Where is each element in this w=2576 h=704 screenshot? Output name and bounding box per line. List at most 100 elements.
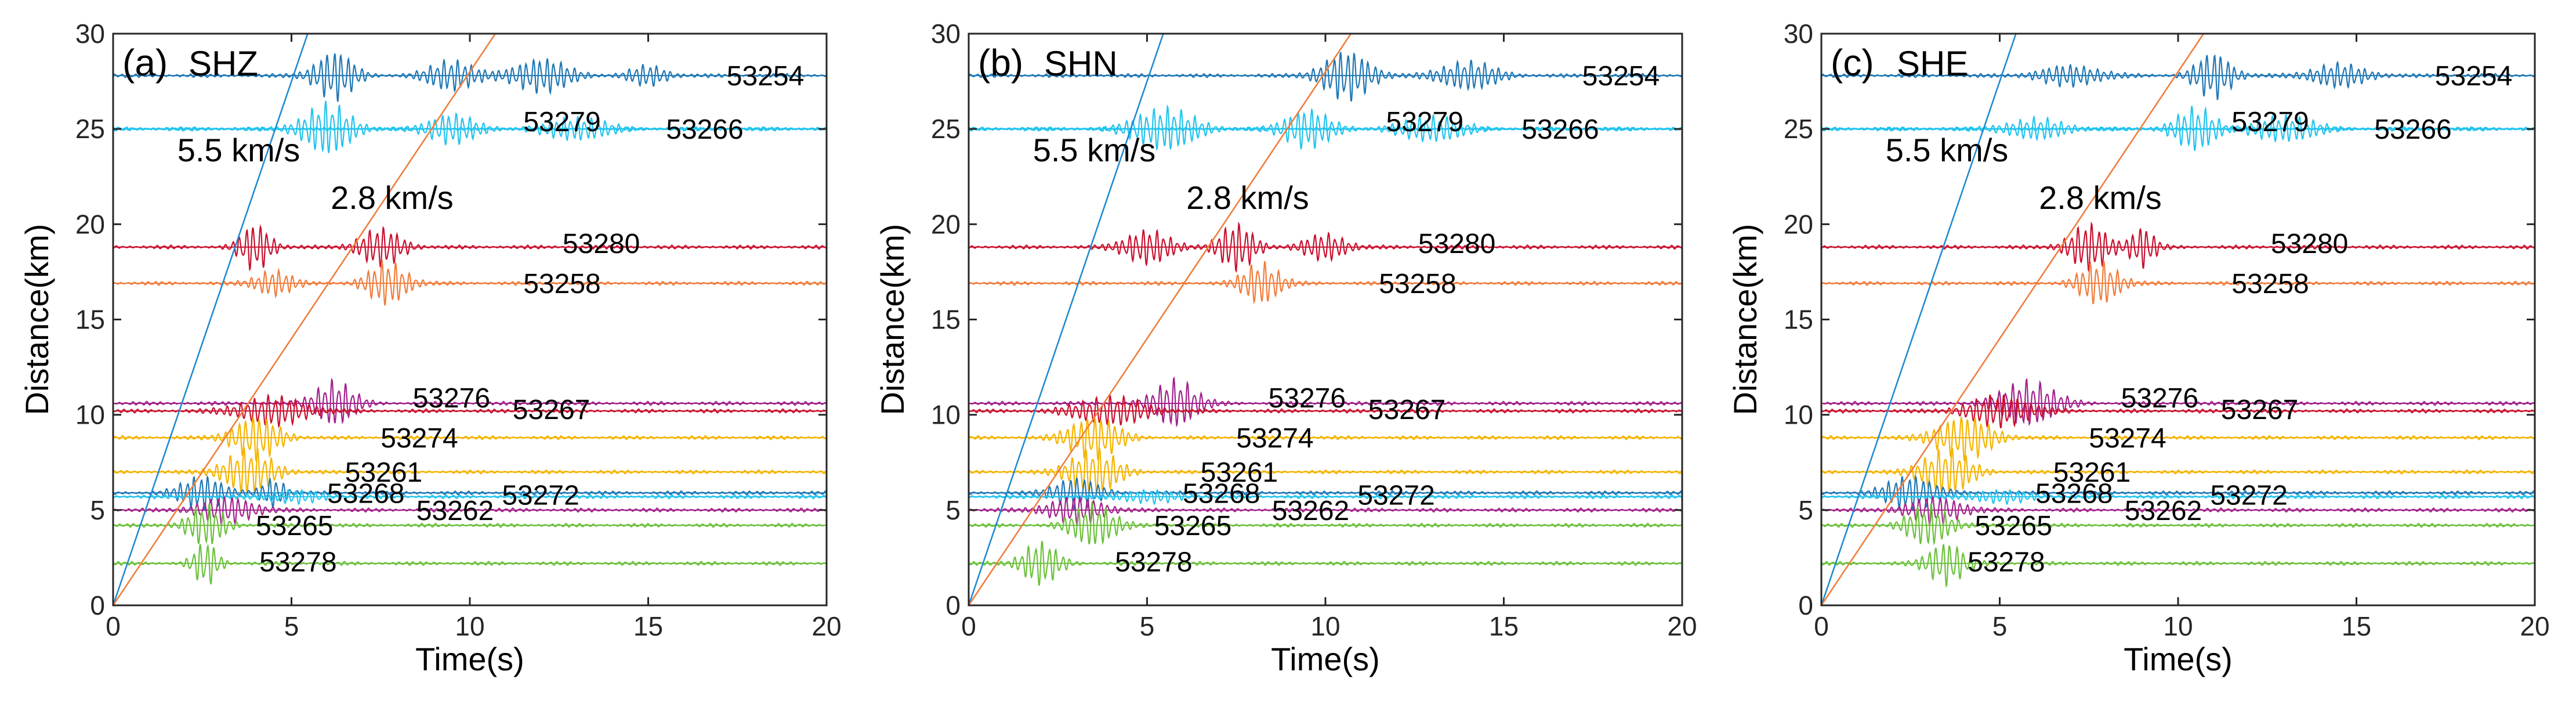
component-label: SHZ (189, 44, 258, 83)
velocity-line-s (113, 34, 497, 605)
x-tick-label: 5 (1140, 611, 1155, 641)
station-label: 53265 (1974, 511, 2052, 541)
station-label: 53266 (2374, 114, 2451, 145)
y-tick-label: 30 (1784, 19, 1813, 49)
velocity-label: 5.5 km/s (1886, 132, 2009, 168)
trace-53258 (969, 261, 1682, 305)
panel-shn: 53254 53279 53266 53280 53258 53276 53267 53274… (874, 19, 1697, 677)
y-axis-title: Distance(km) (1727, 224, 1763, 416)
y-tick-label: 10 (931, 400, 961, 430)
trace-53261 (969, 447, 1682, 493)
station-label: 53276 (2121, 383, 2198, 414)
y-tick-label: 25 (75, 114, 105, 144)
traces (969, 34, 1682, 605)
y-axis-title: Distance(km) (19, 224, 55, 416)
station-label: 53278 (259, 547, 336, 577)
velocity-line-s (1821, 34, 2205, 605)
y-tick-label: 10 (1784, 400, 1813, 430)
y-tick-label: 15 (75, 305, 105, 335)
station-label: 53279 (1386, 107, 1463, 138)
station-label: 53280 (563, 229, 640, 259)
trace-53278 (1821, 543, 2535, 588)
station-label: 53254 (2435, 61, 2512, 92)
station-label: 53266 (666, 114, 743, 145)
trace-53261 (1821, 447, 2535, 493)
velocity-line-p (1821, 34, 2017, 605)
station-label: 53268 (1183, 478, 1260, 509)
panel-she: 53254 53279 53266 53280 53258 53276 53267 53274… (1727, 19, 2550, 677)
x-axis-title: Time(s) (2124, 641, 2233, 677)
y-tick-label: 0 (90, 590, 105, 620)
x-axis-title: Time(s) (415, 641, 524, 677)
trace-53274 (1821, 417, 2535, 462)
station-label: 53274 (381, 423, 458, 454)
x-tick-label: 15 (1489, 611, 1519, 641)
y-tick-label: 10 (75, 400, 105, 430)
station-label: 53261 (2053, 457, 2131, 488)
velocity-line-p (113, 34, 309, 605)
station-label: 53274 (2089, 423, 2166, 454)
station-label: 53276 (1269, 383, 1346, 414)
y-tick-label: 0 (945, 590, 961, 620)
y-tick-label: 5 (1798, 495, 1813, 525)
velocity-label: 2.8 km/s (331, 179, 454, 216)
velocity-label: 2.8 km/s (2039, 179, 2162, 216)
y-tick-label: 20 (75, 209, 105, 239)
y-axis-title: Distance(km) (874, 224, 911, 416)
trace-53261 (113, 447, 827, 494)
x-tick-label: 15 (633, 611, 663, 641)
velocity-line-s (969, 34, 1352, 605)
panel-shz: 53254 53279 53266 53280 53258 53276 53267 53274… (19, 19, 842, 677)
station-label: 53254 (727, 61, 804, 92)
station-label: 53268 (2035, 478, 2113, 509)
component-label: SHN (1044, 44, 1118, 83)
station-label: 53280 (2271, 229, 2348, 259)
y-tick-label: 30 (75, 19, 105, 49)
station-label: 53279 (2231, 107, 2309, 138)
station-label: 53254 (1582, 61, 1660, 92)
y-tick-label: 20 (931, 209, 961, 239)
velocity-line-p (969, 34, 1164, 605)
panel-label: (c) (1831, 42, 1874, 84)
station-label: 53272 (2210, 481, 2287, 511)
station-label: 53279 (523, 107, 600, 138)
x-tick-label: 20 (2520, 611, 2549, 641)
y-tick-label: 5 (90, 495, 105, 525)
trace-53278 (113, 543, 827, 584)
station-label: 53267 (2221, 395, 2298, 425)
station-label: 53280 (1418, 229, 1495, 259)
trace-53258 (1821, 260, 2535, 305)
y-tick-label: 30 (931, 19, 961, 49)
traces (113, 34, 827, 605)
velocity-label: 5.5 km/s (177, 132, 300, 168)
component-label: SHE (1897, 44, 1968, 83)
trace-53274 (969, 418, 1682, 461)
station-label: 53276 (413, 383, 490, 414)
x-tick-label: 5 (284, 611, 299, 641)
x-tick-label: 0 (106, 611, 121, 641)
x-tick-label: 10 (455, 611, 484, 641)
station-label: 53274 (1236, 423, 1313, 454)
station-label: 53266 (1521, 114, 1599, 145)
x-tick-label: 20 (1667, 611, 1697, 641)
x-tick-label: 10 (1310, 611, 1340, 641)
station-label: 53272 (502, 481, 579, 511)
station-label: 53267 (513, 395, 590, 425)
x-tick-label: 20 (811, 611, 841, 641)
velocity-label: 2.8 km/s (1186, 179, 1309, 216)
trace-53274 (113, 417, 827, 462)
station-label: 53278 (1115, 547, 1192, 577)
trace-53280 (113, 224, 827, 272)
panel-label: (a) (122, 42, 168, 84)
station-label: 53268 (327, 478, 404, 509)
station-label: 53258 (1379, 269, 1456, 299)
station-label: 53265 (1154, 511, 1231, 541)
y-tick-label: 25 (1784, 114, 1813, 144)
x-tick-label: 10 (2163, 611, 2193, 641)
station-label: 53262 (2125, 496, 2202, 526)
station-label: 53258 (523, 269, 600, 299)
station-label: 53261 (345, 457, 422, 488)
station-label: 53267 (1368, 395, 1445, 425)
station-label: 53262 (416, 496, 494, 526)
